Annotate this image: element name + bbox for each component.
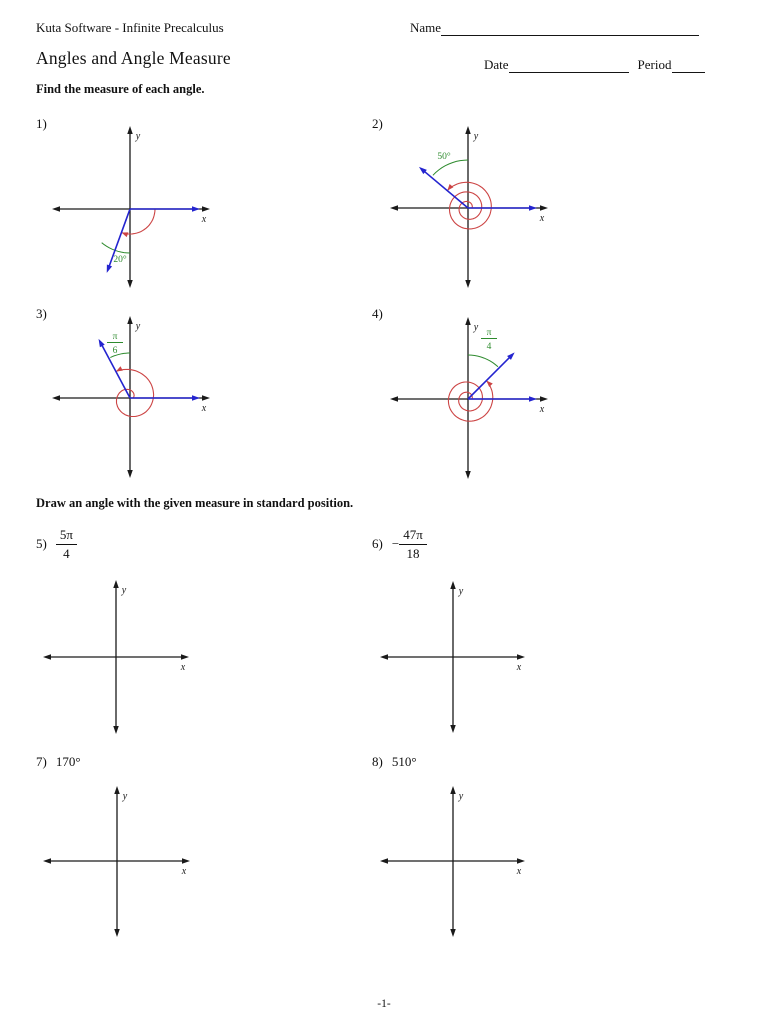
date-period-group: Date Period: [484, 57, 705, 73]
problem-7-number: 7): [36, 754, 47, 769]
problem-6-measure: − 47π 18: [392, 527, 427, 561]
figure-2: x y 50°: [390, 126, 548, 288]
svg-text:50°: 50°: [437, 151, 451, 162]
svg-text:y: y: [458, 586, 464, 597]
problem-2-number: 2): [372, 116, 383, 131]
svg-text:x: x: [181, 866, 187, 877]
date-blank-line: [508, 59, 629, 73]
problem-5: 5) 5π 4: [36, 527, 77, 561]
name-label: Name: [410, 20, 442, 35]
figure-1: x y 20°: [52, 126, 210, 288]
svg-text:y: y: [135, 131, 141, 142]
svg-text:y: y: [121, 585, 127, 596]
problem-8-number: 8): [372, 754, 383, 769]
problem-5-fraction: 5π 4: [55, 527, 77, 561]
svg-text:y: y: [122, 791, 128, 802]
problem-4-number: 4): [372, 306, 383, 321]
problem-3-number: 3): [36, 306, 47, 321]
svg-text:x: x: [539, 404, 545, 415]
svg-text:x: x: [201, 214, 207, 225]
date-label: Date: [484, 57, 509, 72]
svg-text:4: 4: [487, 342, 492, 352]
svg-text:y: y: [473, 322, 479, 333]
figure-5: xy: [43, 580, 189, 734]
problem-1-number: 1): [36, 116, 47, 131]
page-number: -1-: [377, 998, 391, 1010]
problem-8: 8) 510°: [372, 754, 417, 770]
period-label: Period: [637, 57, 672, 72]
name-blank-line: [441, 22, 700, 36]
svg-text:20°: 20°: [113, 254, 127, 265]
svg-text:y: y: [458, 791, 464, 802]
section1-instruction: Find the measure of each angle.: [36, 82, 205, 96]
name-field-group: Name: [410, 20, 700, 36]
figure-8: xy: [380, 786, 525, 937]
problem-6: 6) − 47π 18: [372, 527, 427, 561]
problem-6-number: 6): [372, 536, 383, 552]
svg-text:y: y: [473, 131, 479, 142]
svg-text:π: π: [113, 332, 118, 342]
fraction-numerator: 5π: [55, 527, 77, 545]
svg-text:x: x: [516, 662, 522, 673]
section2-instruction: Draw an angle with the given measure in …: [36, 496, 354, 510]
svg-text:x: x: [539, 213, 545, 224]
svg-text:6: 6: [113, 346, 118, 356]
problem-6-fraction: 47π 18: [399, 527, 427, 561]
svg-text:π: π: [487, 328, 492, 338]
figure-6: xy: [380, 581, 525, 733]
svg-text:x: x: [201, 403, 207, 414]
figure-7: xy: [43, 786, 190, 937]
problem-7: 7) 170°: [36, 754, 81, 770]
problem-5-measure: 5π 4: [55, 527, 77, 561]
problem-5-number: 5): [36, 536, 47, 552]
svg-text:y: y: [135, 321, 141, 332]
worksheet-title: Angles and Angle Measure: [36, 48, 231, 68]
fraction-denominator: 4: [63, 545, 70, 561]
figure-4: x y π 4: [390, 317, 548, 479]
problem-6-sign: −: [391, 536, 400, 552]
problem-7-measure: 170°: [55, 754, 81, 769]
svg-text:x: x: [516, 866, 522, 877]
problem-8-measure: 510°: [391, 754, 417, 769]
period-blank-line: [671, 59, 705, 73]
fraction-denominator: 18: [406, 545, 420, 561]
brand-text: Kuta Software - Infinite Precalculus: [36, 20, 224, 35]
svg-text:x: x: [180, 662, 186, 673]
figure-3: x y π 6: [52, 316, 210, 478]
fraction-numerator: 47π: [399, 527, 427, 545]
